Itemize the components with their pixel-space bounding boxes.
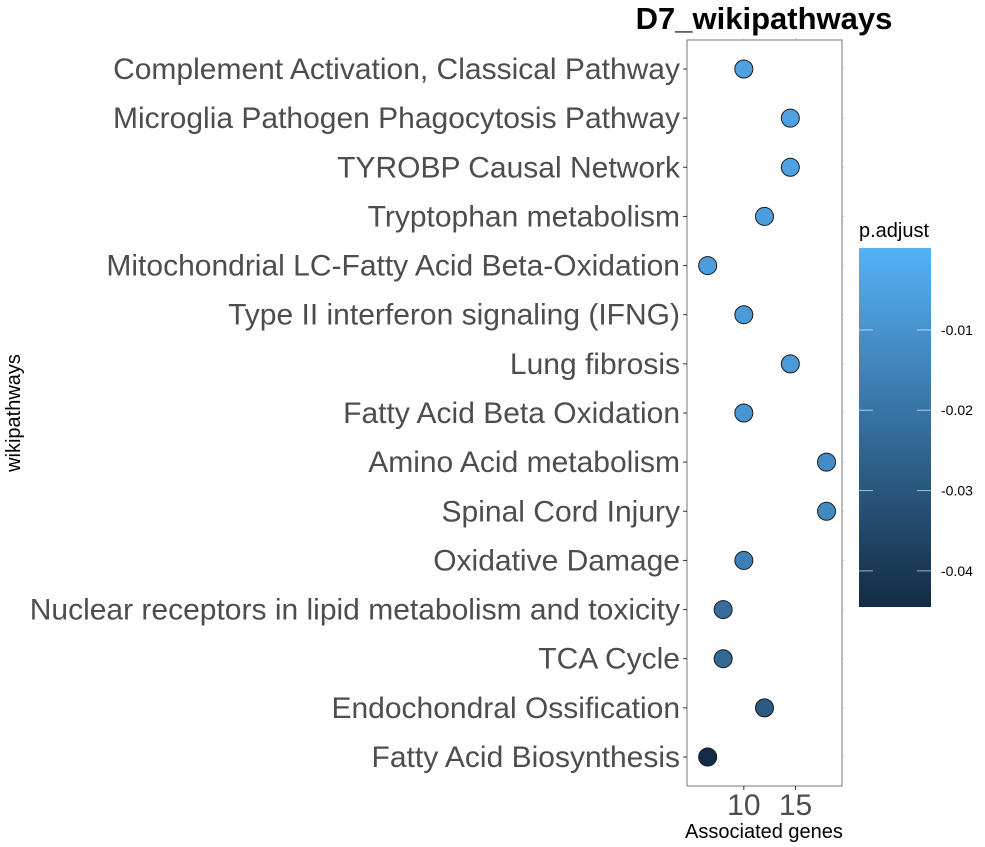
legend-tick-label: -0.03 xyxy=(941,483,973,499)
data-point xyxy=(734,550,754,570)
data-point xyxy=(713,600,733,620)
data-point xyxy=(734,403,754,423)
y-tick-label: Lung fibrosis xyxy=(510,348,680,381)
x-axis-labels: 10 15 xyxy=(727,789,812,822)
y-tick-label: Tryptophan metabolism xyxy=(368,200,680,233)
legend-tick-label: -0.04 xyxy=(941,563,973,579)
y-tick-label: TCA Cycle xyxy=(538,643,680,676)
y-tick-label: Mitochondrial LC-Fatty Acid Beta-Oxidati… xyxy=(106,250,680,283)
y-tick-label: Nuclear receptors in lipid metabolism an… xyxy=(30,594,680,627)
data-points xyxy=(698,59,836,767)
plot-panel xyxy=(686,39,843,787)
y-tick-label: Amino Acid metabolism xyxy=(368,446,680,479)
y-tick-label: TYROBP Causal Network xyxy=(337,151,681,184)
data-point xyxy=(817,452,836,472)
data-point xyxy=(755,698,774,718)
y-tick-label: Fatty Acid Beta Oxidation xyxy=(343,397,680,430)
data-point xyxy=(698,256,718,276)
y-tick-label: Type II interferon signaling (IFNG) xyxy=(228,299,680,332)
x-tick-label: 15 xyxy=(779,789,812,822)
y-tick-label: Spinal Cord Injury xyxy=(442,495,680,528)
legend-title: p.adjust xyxy=(859,220,929,242)
data-point xyxy=(780,108,800,128)
y-tick-label: Endochondral Ossification xyxy=(331,692,680,725)
y-axis-title: wikipathways xyxy=(3,354,25,473)
y-tick-label: Fatty Acid Biosynthesis xyxy=(372,741,680,774)
x-axis-ticks xyxy=(743,38,796,790)
y-tick-label: Complement Activation, Classical Pathway xyxy=(113,53,680,86)
x-tick-label: 10 xyxy=(727,789,760,822)
y-axis-ticks xyxy=(683,68,844,758)
data-point xyxy=(734,59,754,79)
legend-ticks: -0.01 -0.02 -0.03 -0.04 xyxy=(859,322,973,579)
x-axis-title: Associated genes xyxy=(685,821,843,843)
legend-colorbar xyxy=(859,248,931,607)
legend-tick-label: -0.02 xyxy=(941,402,973,418)
data-point xyxy=(713,649,733,669)
data-point xyxy=(698,747,718,767)
chart-title: D7_wikipathways xyxy=(636,1,893,36)
data-point xyxy=(755,206,774,226)
y-tick-label: Oxidative Damage xyxy=(433,544,680,577)
data-point xyxy=(780,157,800,177)
y-axis-labels: Complement Activation, Classical Pathway… xyxy=(30,53,681,774)
legend-tick-label: -0.01 xyxy=(941,322,973,338)
data-point xyxy=(817,501,836,521)
data-point xyxy=(780,354,800,374)
y-tick-label: Microglia Pathogen Phagocytosis Pathway xyxy=(113,102,680,135)
data-point xyxy=(734,305,754,325)
